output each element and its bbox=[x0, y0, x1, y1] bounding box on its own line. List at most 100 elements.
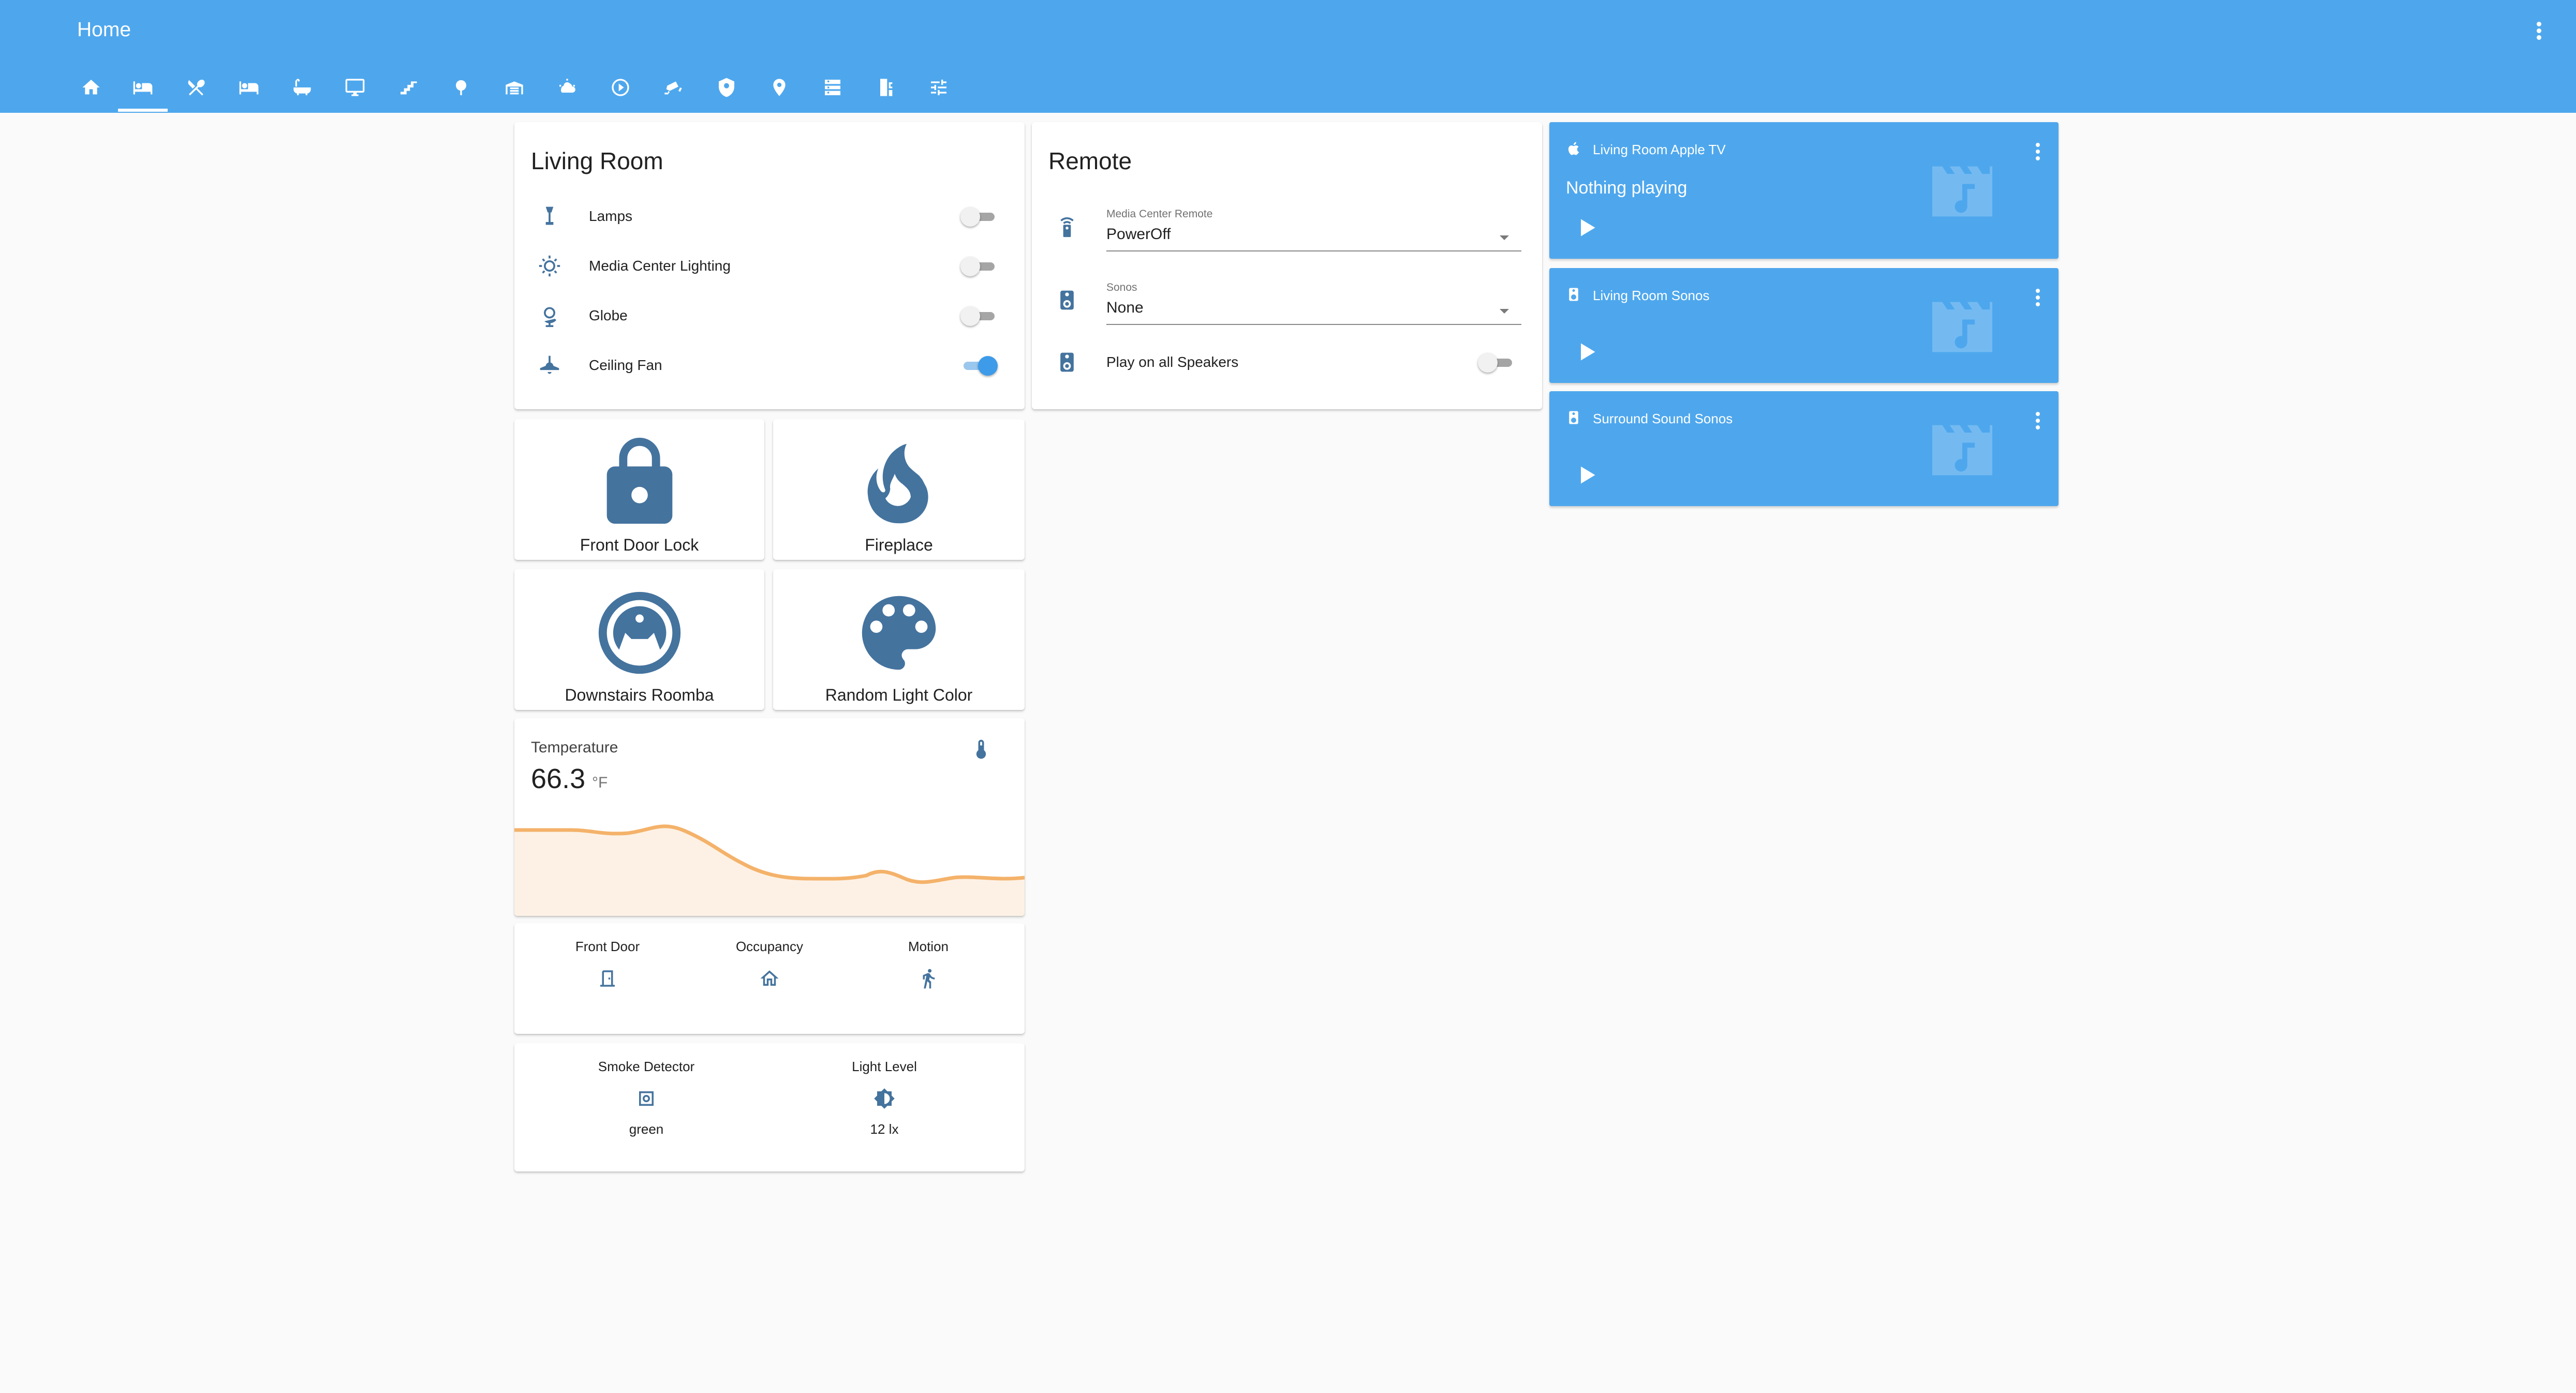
speaker-icon bbox=[1566, 287, 1582, 303]
home-icon bbox=[82, 80, 100, 95]
security-camera-icon bbox=[664, 81, 682, 95]
sonos-label: Sonos bbox=[1106, 281, 1137, 293]
map-marker-icon bbox=[773, 79, 786, 96]
remote-card: Remote Media Center Remote PowerOff Sono… bbox=[1032, 122, 1542, 409]
ceiling-fan-icon bbox=[537, 353, 562, 378]
media-player-living-room-sonos: Living Room Sonos bbox=[1549, 268, 2059, 383]
movie-music-icon bbox=[1927, 420, 2000, 482]
media-center-lighting-label: Media Center Lighting bbox=[589, 258, 731, 274]
glance-front-door[interactable]: Front Door bbox=[553, 939, 662, 991]
glance-name: Occupancy bbox=[735, 939, 804, 954]
tree-icon bbox=[456, 80, 466, 95]
lamp-icon bbox=[537, 204, 562, 229]
glance-name: Smoke Detector bbox=[598, 1059, 695, 1074]
tab-stairs[interactable] bbox=[390, 71, 427, 103]
button-label: Front Door Lock bbox=[580, 536, 699, 554]
glance-light-level[interactable]: Light Level 12 lx bbox=[830, 1059, 939, 1137]
glance-card-sensors: Smoke Detector green Light Level 12 lx bbox=[514, 1043, 1025, 1172]
media-player-surround-sound-sonos: Surround Sound Sonos bbox=[1549, 391, 2059, 506]
silverware-icon bbox=[188, 80, 205, 96]
movie-music-icon bbox=[1927, 161, 2000, 224]
fireplace-button[interactable]: Fireplace bbox=[773, 419, 1025, 560]
front-door-lock-button[interactable]: Front Door Lock bbox=[514, 419, 764, 560]
play-button[interactable] bbox=[1575, 339, 1598, 364]
tab-weather[interactable] bbox=[549, 71, 586, 103]
globe-toggle[interactable] bbox=[960, 305, 998, 327]
tab-bathroom[interactable] bbox=[284, 71, 321, 103]
play-button[interactable] bbox=[1575, 215, 1598, 240]
tab-security[interactable] bbox=[708, 71, 745, 103]
play-on-all-speakers-toggle[interactable] bbox=[1478, 352, 1515, 374]
chevron-down-icon[interactable] bbox=[1500, 235, 1509, 240]
tab-map[interactable] bbox=[761, 71, 798, 103]
globe-icon bbox=[537, 303, 562, 328]
tab-media[interactable] bbox=[602, 71, 639, 103]
media-center-remote-select[interactable]: PowerOff bbox=[1106, 226, 1171, 243]
lock-icon bbox=[514, 434, 764, 532]
tab-settings[interactable] bbox=[920, 71, 957, 103]
brightness-icon bbox=[872, 1086, 897, 1111]
sensor-name: Temperature bbox=[531, 739, 618, 756]
water-heater-icon bbox=[880, 79, 893, 96]
globe-label: Globe bbox=[589, 307, 628, 323]
weather-icon bbox=[559, 79, 575, 93]
app-header: Home bbox=[0, 0, 2576, 113]
chevron-down-icon[interactable] bbox=[1500, 309, 1509, 314]
tab-office[interactable] bbox=[336, 71, 374, 103]
fire-icon bbox=[773, 434, 1025, 532]
glance-name: Front Door bbox=[575, 939, 640, 954]
media-player-name: Surround Sound Sonos bbox=[1593, 411, 1733, 426]
tab-cameras[interactable] bbox=[655, 71, 692, 103]
temperature-sensor-card[interactable]: Temperature 66.3 °F bbox=[514, 718, 1025, 916]
run-icon bbox=[916, 966, 941, 991]
glance-state: green bbox=[629, 1121, 664, 1137]
tab-yard[interactable] bbox=[442, 71, 480, 103]
tab-kitchen[interactable] bbox=[177, 71, 215, 103]
tab-home[interactable] bbox=[72, 71, 110, 103]
card-title: Living Room bbox=[531, 147, 663, 174]
tab-server[interactable] bbox=[814, 71, 851, 103]
shield-icon bbox=[719, 78, 734, 97]
media-center-remote-label: Media Center Remote bbox=[1106, 208, 1213, 220]
speaker-icon bbox=[1055, 350, 1079, 375]
garage-icon bbox=[506, 81, 523, 95]
media-center-lighting-toggle[interactable] bbox=[960, 256, 998, 277]
bathtub-icon bbox=[293, 79, 311, 95]
play-button[interactable] bbox=[1575, 463, 1598, 487]
lamps-toggle[interactable] bbox=[960, 206, 998, 228]
living-room-card: Living Room Lamps Media Center Lighting … bbox=[514, 122, 1025, 409]
tune-icon bbox=[931, 80, 946, 95]
active-tab-indicator bbox=[118, 109, 168, 112]
tab-bedroom[interactable] bbox=[230, 71, 268, 103]
tab-garage[interactable] bbox=[496, 71, 533, 103]
glance-occupancy[interactable]: Occupancy bbox=[715, 939, 824, 991]
media-status: Nothing playing bbox=[1566, 178, 1687, 198]
button-label: Fireplace bbox=[865, 536, 933, 554]
random-light-color-button[interactable]: Random Light Color bbox=[773, 569, 1025, 710]
media-player-apple-tv: Living Room Apple TV Nothing playing bbox=[1549, 122, 2059, 259]
tab-utilities[interactable] bbox=[867, 71, 904, 103]
more-vert-icon[interactable] bbox=[2033, 142, 2043, 162]
more-vert-icon[interactable] bbox=[2033, 288, 2043, 308]
media-player-name: Living Room Sonos bbox=[1593, 288, 1710, 303]
tab-living-room[interactable] bbox=[124, 71, 161, 103]
downstairs-roomba-button[interactable]: Downstairs Roomba bbox=[514, 569, 764, 710]
sonos-select[interactable]: None bbox=[1106, 299, 1144, 316]
more-vert-icon[interactable] bbox=[2533, 19, 2545, 43]
glance-smoke-detector[interactable]: Smoke Detector green bbox=[592, 1059, 701, 1137]
sofa-icon bbox=[133, 81, 153, 95]
speaker-icon bbox=[1055, 288, 1079, 313]
button-label: Random Light Color bbox=[825, 686, 973, 704]
server-icon bbox=[825, 80, 840, 95]
glance-motion[interactable]: Motion bbox=[874, 939, 983, 991]
select-underline bbox=[1106, 324, 1521, 325]
monitor-icon bbox=[345, 79, 365, 96]
glance-card-doors: Front Door Occupancy Motion bbox=[514, 923, 1025, 1034]
more-vert-icon[interactable] bbox=[2033, 411, 2043, 432]
ceiling-fan-toggle[interactable] bbox=[960, 355, 998, 377]
temperature-history-graph bbox=[514, 824, 1025, 916]
card-title: Remote bbox=[1048, 147, 1132, 174]
select-underline bbox=[1106, 250, 1521, 251]
graph-line bbox=[514, 824, 1025, 884]
remote-icon bbox=[1055, 214, 1079, 239]
